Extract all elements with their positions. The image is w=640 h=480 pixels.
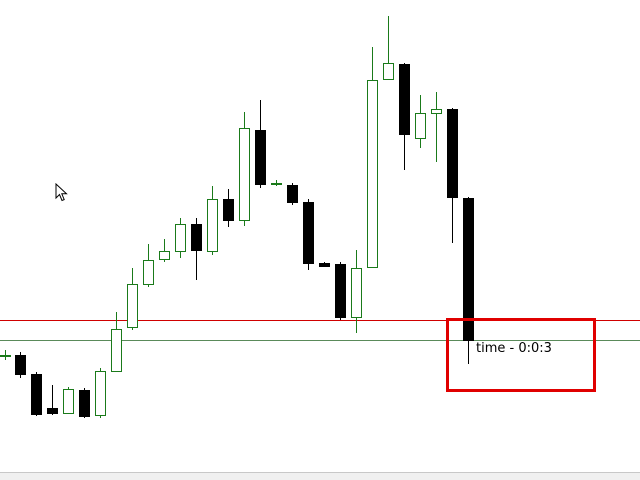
- bear-candle: [335, 262, 346, 320]
- candle-body: [431, 109, 442, 114]
- candle-body: [63, 389, 74, 414]
- candle-body: [111, 329, 122, 372]
- bear-candle: [223, 189, 234, 227]
- candle-body: [143, 260, 154, 285]
- candle-body: [175, 224, 186, 252]
- chart-bottom-scrollbar[interactable]: [0, 472, 640, 480]
- candle-body: [287, 185, 298, 203]
- candle-body: [239, 128, 250, 221]
- candle-body: [223, 199, 234, 221]
- candle-body: [255, 130, 266, 185]
- candle-body: [31, 374, 42, 415]
- bull-candle: [111, 312, 122, 372]
- candle-body: [367, 80, 378, 268]
- highlight-box: [446, 318, 596, 392]
- candle-body: [127, 284, 138, 328]
- candle-body: [0, 355, 11, 357]
- candle-body: [271, 183, 282, 185]
- bear-candle: [399, 63, 410, 170]
- bull-candle: [271, 180, 282, 186]
- candle-body: [15, 355, 26, 375]
- candle-body: [319, 263, 330, 267]
- bull-candle: [143, 244, 154, 287]
- bull-candle: [159, 239, 170, 262]
- candle-body: [383, 63, 394, 80]
- bull-candle: [127, 268, 138, 330]
- candle-body: [47, 408, 58, 414]
- bear-candle: [463, 197, 474, 364]
- mouse-pointer-icon: [55, 183, 68, 202]
- bear-candle: [31, 372, 42, 416]
- bear-candle: [255, 100, 266, 188]
- bear-candle: [79, 388, 90, 418]
- bull-candle: [239, 112, 250, 226]
- bear-candle: [47, 385, 58, 415]
- candle-body: [399, 64, 410, 135]
- candle-body: [95, 371, 106, 416]
- bear-candle: [319, 262, 330, 267]
- bear-candle: [191, 218, 202, 280]
- bear-candle: [287, 183, 298, 205]
- bear-candle: [447, 108, 458, 243]
- bull-candle: [175, 218, 186, 258]
- candle-body: [207, 199, 218, 252]
- candle-body: [191, 224, 202, 251]
- bull-candle: [431, 92, 442, 162]
- candle-body: [335, 264, 346, 318]
- bear-candle: [15, 352, 26, 378]
- bull-candle: [95, 368, 106, 418]
- bull-candle: [207, 186, 218, 255]
- candle-timer-label: time - 0:0:3: [476, 341, 552, 356]
- bull-candle: [351, 250, 362, 333]
- bull-candle: [367, 47, 378, 268]
- candle-body: [447, 109, 458, 198]
- candle-body: [159, 251, 170, 260]
- candle-body: [463, 198, 474, 341]
- candles-layer: [0, 16, 474, 418]
- bull-candle: [415, 95, 426, 148]
- candle-body: [415, 113, 426, 139]
- bull-candle: [63, 387, 74, 414]
- bear-candle: [303, 199, 314, 270]
- candle-body: [351, 268, 362, 318]
- bull-candle: [383, 16, 394, 80]
- bull-candle: [0, 350, 11, 360]
- candle-body: [303, 202, 314, 264]
- candle-body: [79, 390, 90, 417]
